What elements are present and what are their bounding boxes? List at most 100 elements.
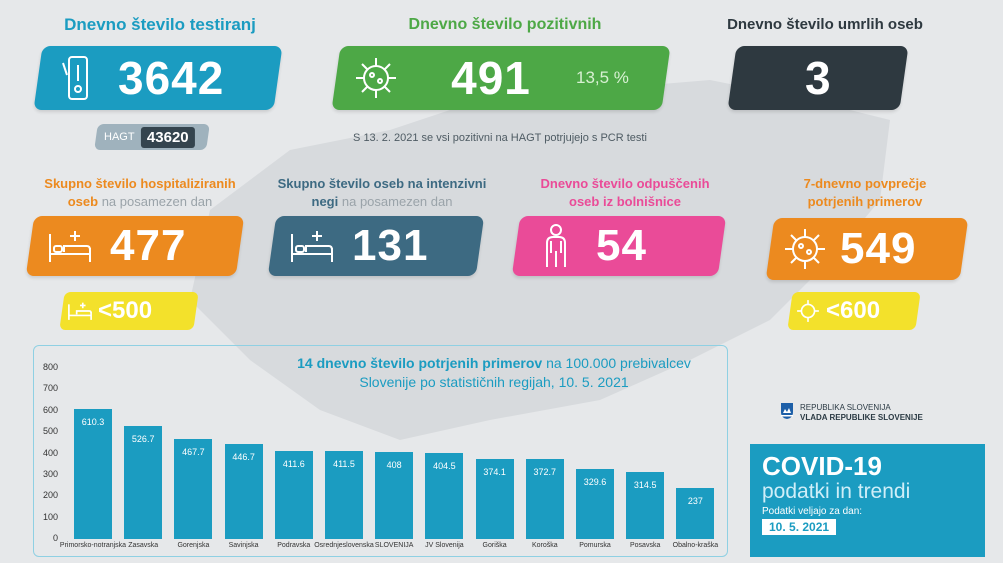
chart-bar <box>325 451 363 539</box>
avg7-card: 549 <box>765 218 969 280</box>
category-label: Savinjska <box>228 542 259 549</box>
virus-icon <box>336 46 416 110</box>
hospitalized-threshold: <500 <box>98 297 153 324</box>
chart-title: 14 dnevno število potrjenih primerov na … <box>274 354 714 392</box>
bar-value-label: 411.5 <box>333 459 355 470</box>
category-label: Osrednjeslovenska <box>314 542 374 549</box>
y-tick-label: 200 <box>42 490 58 501</box>
y-tick-label: 600 <box>42 404 58 415</box>
hospitalized-title-light: na posamezen dan <box>101 194 213 209</box>
test-tube-icon <box>38 46 118 110</box>
person-icon <box>516 216 596 276</box>
bar-value-label: 467.7 <box>182 447 205 458</box>
y-tick-label: 300 <box>42 468 58 479</box>
discharged-card: 54 <box>511 216 727 276</box>
bar-value-label: 372.7 <box>533 467 557 478</box>
category-label: Podravska <box>277 542 311 549</box>
avg7-value: 549 <box>840 224 917 273</box>
avg7-threshold: <600 <box>826 297 881 324</box>
bar-value-label: 404.5 <box>433 460 456 471</box>
logo-line2: VLADA REPUBLIKE SLOVENIJE <box>800 413 923 422</box>
logo-line1: REPUBLIKA SLOVENIJA <box>800 403 891 412</box>
deaths-title: Dnevno število umrlih oseb <box>727 16 923 33</box>
footer-valid-label: Podatki veljajo za dan: <box>762 506 863 517</box>
chart-bar <box>425 452 464 539</box>
deaths-value: 3 <box>804 52 832 104</box>
footer-subtitle: podatki in trendi <box>762 480 911 503</box>
category-label: Obalno-kraška <box>672 542 719 549</box>
hospitalized-title: Skupno število hospitaliziranih oseb na … <box>30 175 250 211</box>
positive-card: 491 13,5 % <box>331 46 671 110</box>
icu-title: Skupno število oseb na intenzivni negi n… <box>272 175 492 211</box>
category-label: Pomurska <box>579 542 611 549</box>
government-logo: REPUBLIKA SLOVENIJA VLADA REPUBLIKE SLOV… <box>780 400 980 426</box>
bar-value-label: 526.7 <box>131 434 155 445</box>
hagt-label: HAGT <box>104 131 135 143</box>
chart-bar <box>676 488 715 539</box>
chart-bar <box>224 443 263 539</box>
deaths-card: 3 <box>727 46 909 110</box>
discharged-value: 54 <box>596 221 647 270</box>
coat-of-arms-icon <box>780 402 794 425</box>
bar-value-label: 314.5 <box>633 479 657 490</box>
footer-title: COVID-19 <box>762 451 882 481</box>
chart-bar <box>124 426 163 539</box>
chart-bar <box>74 408 112 539</box>
category-label: Koroška <box>531 542 558 549</box>
category-label: Zasavska <box>128 542 159 549</box>
category-label: Gorenjska <box>177 542 210 549</box>
hospital-bed-icon <box>30 216 110 276</box>
category-label: Posavska <box>630 542 661 549</box>
hospitalized-card: 477 <box>25 216 245 276</box>
regional-cases-chart: 14 dnevno število potrjenih primerov na … <box>33 345 728 557</box>
chart-title-bold: 14 dnevno število potrjenih primerov <box>297 355 543 371</box>
chart-bar <box>274 451 313 539</box>
y-tick-label: 100 <box>42 511 58 522</box>
positive-percent: 13,5 % <box>576 68 629 87</box>
bar-value-label: 411.6 <box>282 459 305 470</box>
hospitalized-threshold-pill: <500 <box>59 292 199 330</box>
bar-value-label: 408 <box>386 459 402 470</box>
category-label: SLOVENIJA <box>374 542 414 549</box>
icu-title-light: na posamezen dan <box>341 194 453 209</box>
category-label: JV Slovenija <box>425 542 464 549</box>
chart-bar <box>375 451 414 539</box>
hospitalized-title-bold: Skupno število hospitaliziranih oseb <box>44 176 236 209</box>
virus-icon <box>770 218 840 280</box>
icu-value: 131 <box>352 221 429 270</box>
avg7-threshold-pill: <600 <box>787 292 921 330</box>
hospitalized-value: 477 <box>110 221 187 270</box>
chart-bar <box>576 468 614 539</box>
testing-value: 3642 <box>118 52 225 104</box>
category-label: Primorsko-notranjska <box>59 542 127 549</box>
y-tick-label: 700 <box>42 383 58 394</box>
hospital-bed-icon <box>272 216 352 276</box>
chart-bar <box>174 439 213 539</box>
y-tick-label: 800 <box>42 362 58 372</box>
footer-date: 10. 5. 2021 <box>762 519 837 535</box>
bar-value-label: 329.6 <box>583 476 607 487</box>
icu-card: 131 <box>267 216 485 276</box>
testing-card: 3642 <box>33 46 283 110</box>
covid-footer-box: COVID-19 podatki in trendi Podatki velja… <box>750 444 985 557</box>
hagt-pill: HAGT 43620 <box>94 124 210 150</box>
icu-title-bold: Skupno število oseb na intenzivni negi <box>277 176 487 209</box>
bar-value-label: 446.7 <box>232 451 255 462</box>
hagt-value: 43620 <box>140 126 195 148</box>
testing-title: Dnevno število testiranj <box>64 15 256 34</box>
virus-icon <box>790 299 826 323</box>
y-tick-label: 500 <box>42 426 58 437</box>
y-tick-label: 0 <box>52 533 58 543</box>
discharged-title: Dnevno število odpuščenih oseb iz bolniš… <box>540 176 710 209</box>
positive-title: Dnevno število pozitivnih <box>408 16 602 33</box>
positive-value: 491 <box>451 52 531 104</box>
bar-value-label: 610.3 <box>81 416 105 427</box>
chart-bar <box>626 471 665 539</box>
bar-value-label: 237 <box>687 496 703 507</box>
y-tick-label: 400 <box>42 447 58 458</box>
hospital-bed-icon <box>62 301 98 321</box>
category-label: Goriška <box>482 542 507 549</box>
chart-title-rest: na 100.000 prebivalcev Slovenije po stat… <box>359 355 691 390</box>
avg7-title: 7-dnevno povprečje potrjenih primerov <box>803 176 927 209</box>
bar-value-label: 374.1 <box>483 467 506 478</box>
